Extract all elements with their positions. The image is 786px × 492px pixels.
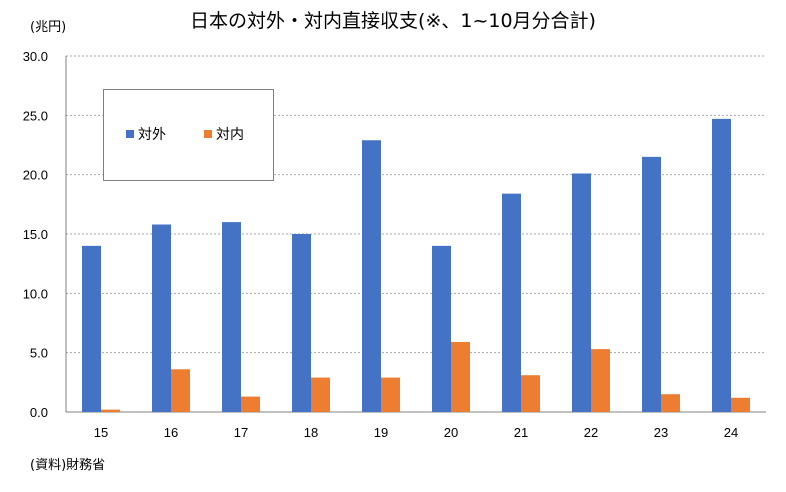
legend: 対外 対内 <box>103 89 274 181</box>
x-tick-label: 21 <box>514 425 528 440</box>
bar-inward-19 <box>381 377 400 412</box>
bar-inward-22 <box>591 349 610 412</box>
y-tick-label: 15.0 <box>23 227 48 242</box>
legend-swatch-inward <box>204 130 212 138</box>
bar-inward-21 <box>521 375 540 412</box>
legend-item-outward: 対外 <box>126 124 166 144</box>
x-tick-label: 19 <box>374 425 388 440</box>
x-tick-label: 20 <box>444 425 458 440</box>
y-unit-label: (兆円) <box>30 20 67 35</box>
legend-swatch-outward <box>126 130 134 138</box>
x-tick-label: 16 <box>164 425 178 440</box>
bar-inward-20 <box>451 341 470 412</box>
bar-outward-15 <box>82 245 101 412</box>
bar-inward-23 <box>661 394 680 412</box>
bar-outward-24 <box>712 118 731 412</box>
y-tick-label: 25.0 <box>23 108 48 123</box>
bar-outward-18 <box>292 234 311 412</box>
bar-inward-24 <box>731 397 750 412</box>
bar-outward-21 <box>502 193 521 412</box>
bar-inward-17 <box>241 396 260 412</box>
x-tick-label: 24 <box>724 425 738 440</box>
bar-outward-17 <box>222 222 241 412</box>
legend-label-outward: 対外 <box>138 127 166 143</box>
source-note: (資料)財務省 <box>30 458 106 473</box>
y-tick-label: 30.0 <box>23 49 48 64</box>
y-tick-label: 20.0 <box>23 168 48 183</box>
bar-inward-18 <box>311 377 330 412</box>
bar-inward-16 <box>171 369 190 412</box>
legend-label-inward: 対内 <box>216 127 244 143</box>
legend-item-inward: 対内 <box>204 124 244 144</box>
chart-title: 日本の対外・対内直接収支(※、1~10月分合計) <box>190 10 596 32</box>
x-tick-label: 17 <box>234 425 248 440</box>
bar-outward-19 <box>362 140 381 412</box>
y-tick-label: 0.0 <box>30 405 48 420</box>
x-tick-label: 23 <box>654 425 668 440</box>
bar-inward-15 <box>101 409 120 412</box>
bar-outward-16 <box>152 224 171 412</box>
bar-outward-20 <box>432 245 451 412</box>
y-tick-label: 5.0 <box>30 346 48 361</box>
bar-outward-22 <box>572 173 591 412</box>
x-tick-label: 15 <box>94 425 108 440</box>
bar-outward-23 <box>642 156 661 412</box>
y-tick-label: 10.0 <box>23 286 48 301</box>
x-tick-label: 22 <box>584 425 598 440</box>
x-tick-label: 18 <box>304 425 318 440</box>
